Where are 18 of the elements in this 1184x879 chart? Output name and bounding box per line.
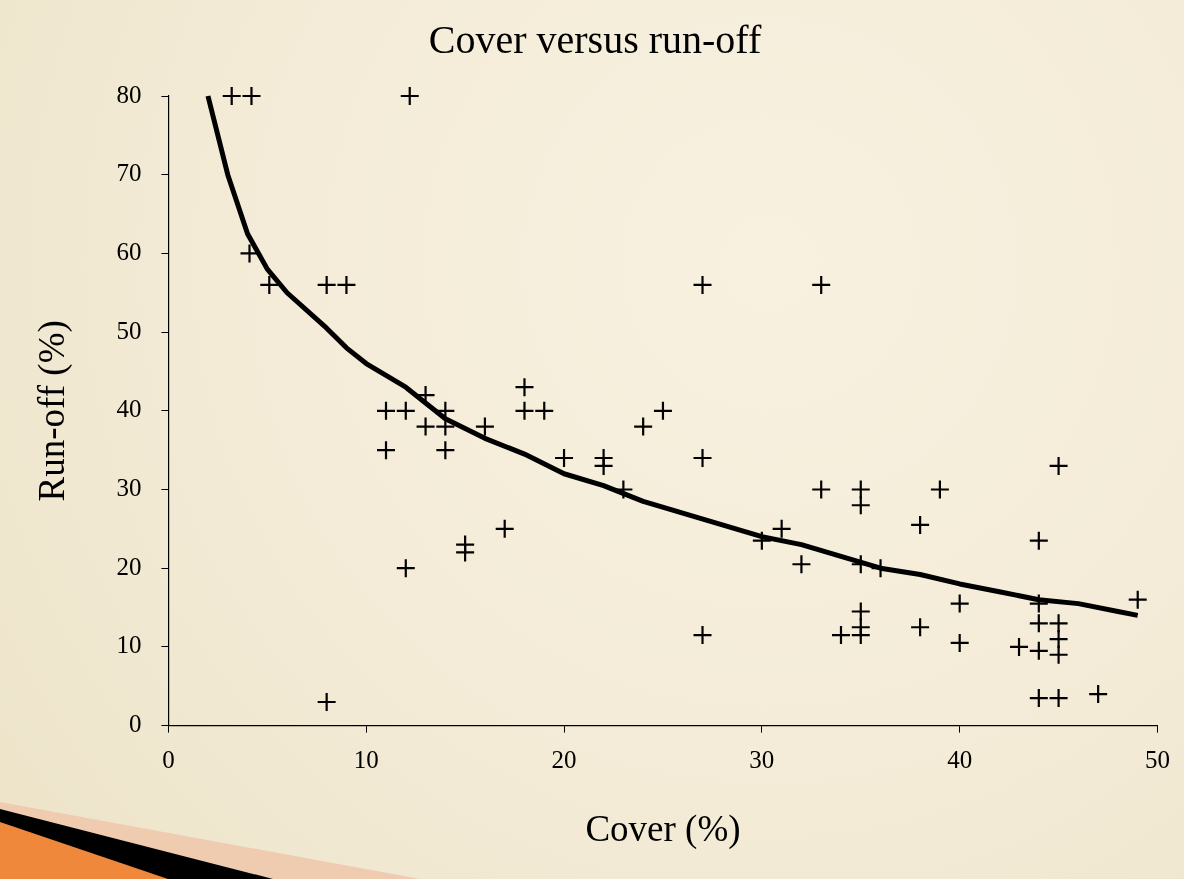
y-tick-label: 60	[116, 237, 142, 265]
y-tick-label: 40	[116, 395, 142, 423]
x-tick-label: 20	[551, 746, 577, 774]
y-tick-label: 80	[116, 80, 142, 108]
x-tick-label: 40	[947, 746, 973, 774]
x-tick-label: 50	[1145, 746, 1170, 774]
y-tick-label: 30	[116, 474, 142, 502]
x-tick-label: 10	[353, 746, 379, 774]
y-tick-label: 0	[128, 710, 142, 738]
x-tick-label: 0	[162, 746, 175, 774]
x-tick-label: 30	[749, 746, 775, 774]
y-tick-label: 20	[116, 552, 142, 580]
x-axis-title: Cover (%)	[585, 807, 741, 850]
y-tick-label: 70	[116, 159, 142, 187]
chart-title: Cover versus run-off	[428, 16, 762, 62]
y-axis-title: Run-off (%)	[30, 320, 73, 502]
y-tick-label: 10	[116, 631, 142, 659]
y-tick-label: 50	[116, 316, 142, 344]
